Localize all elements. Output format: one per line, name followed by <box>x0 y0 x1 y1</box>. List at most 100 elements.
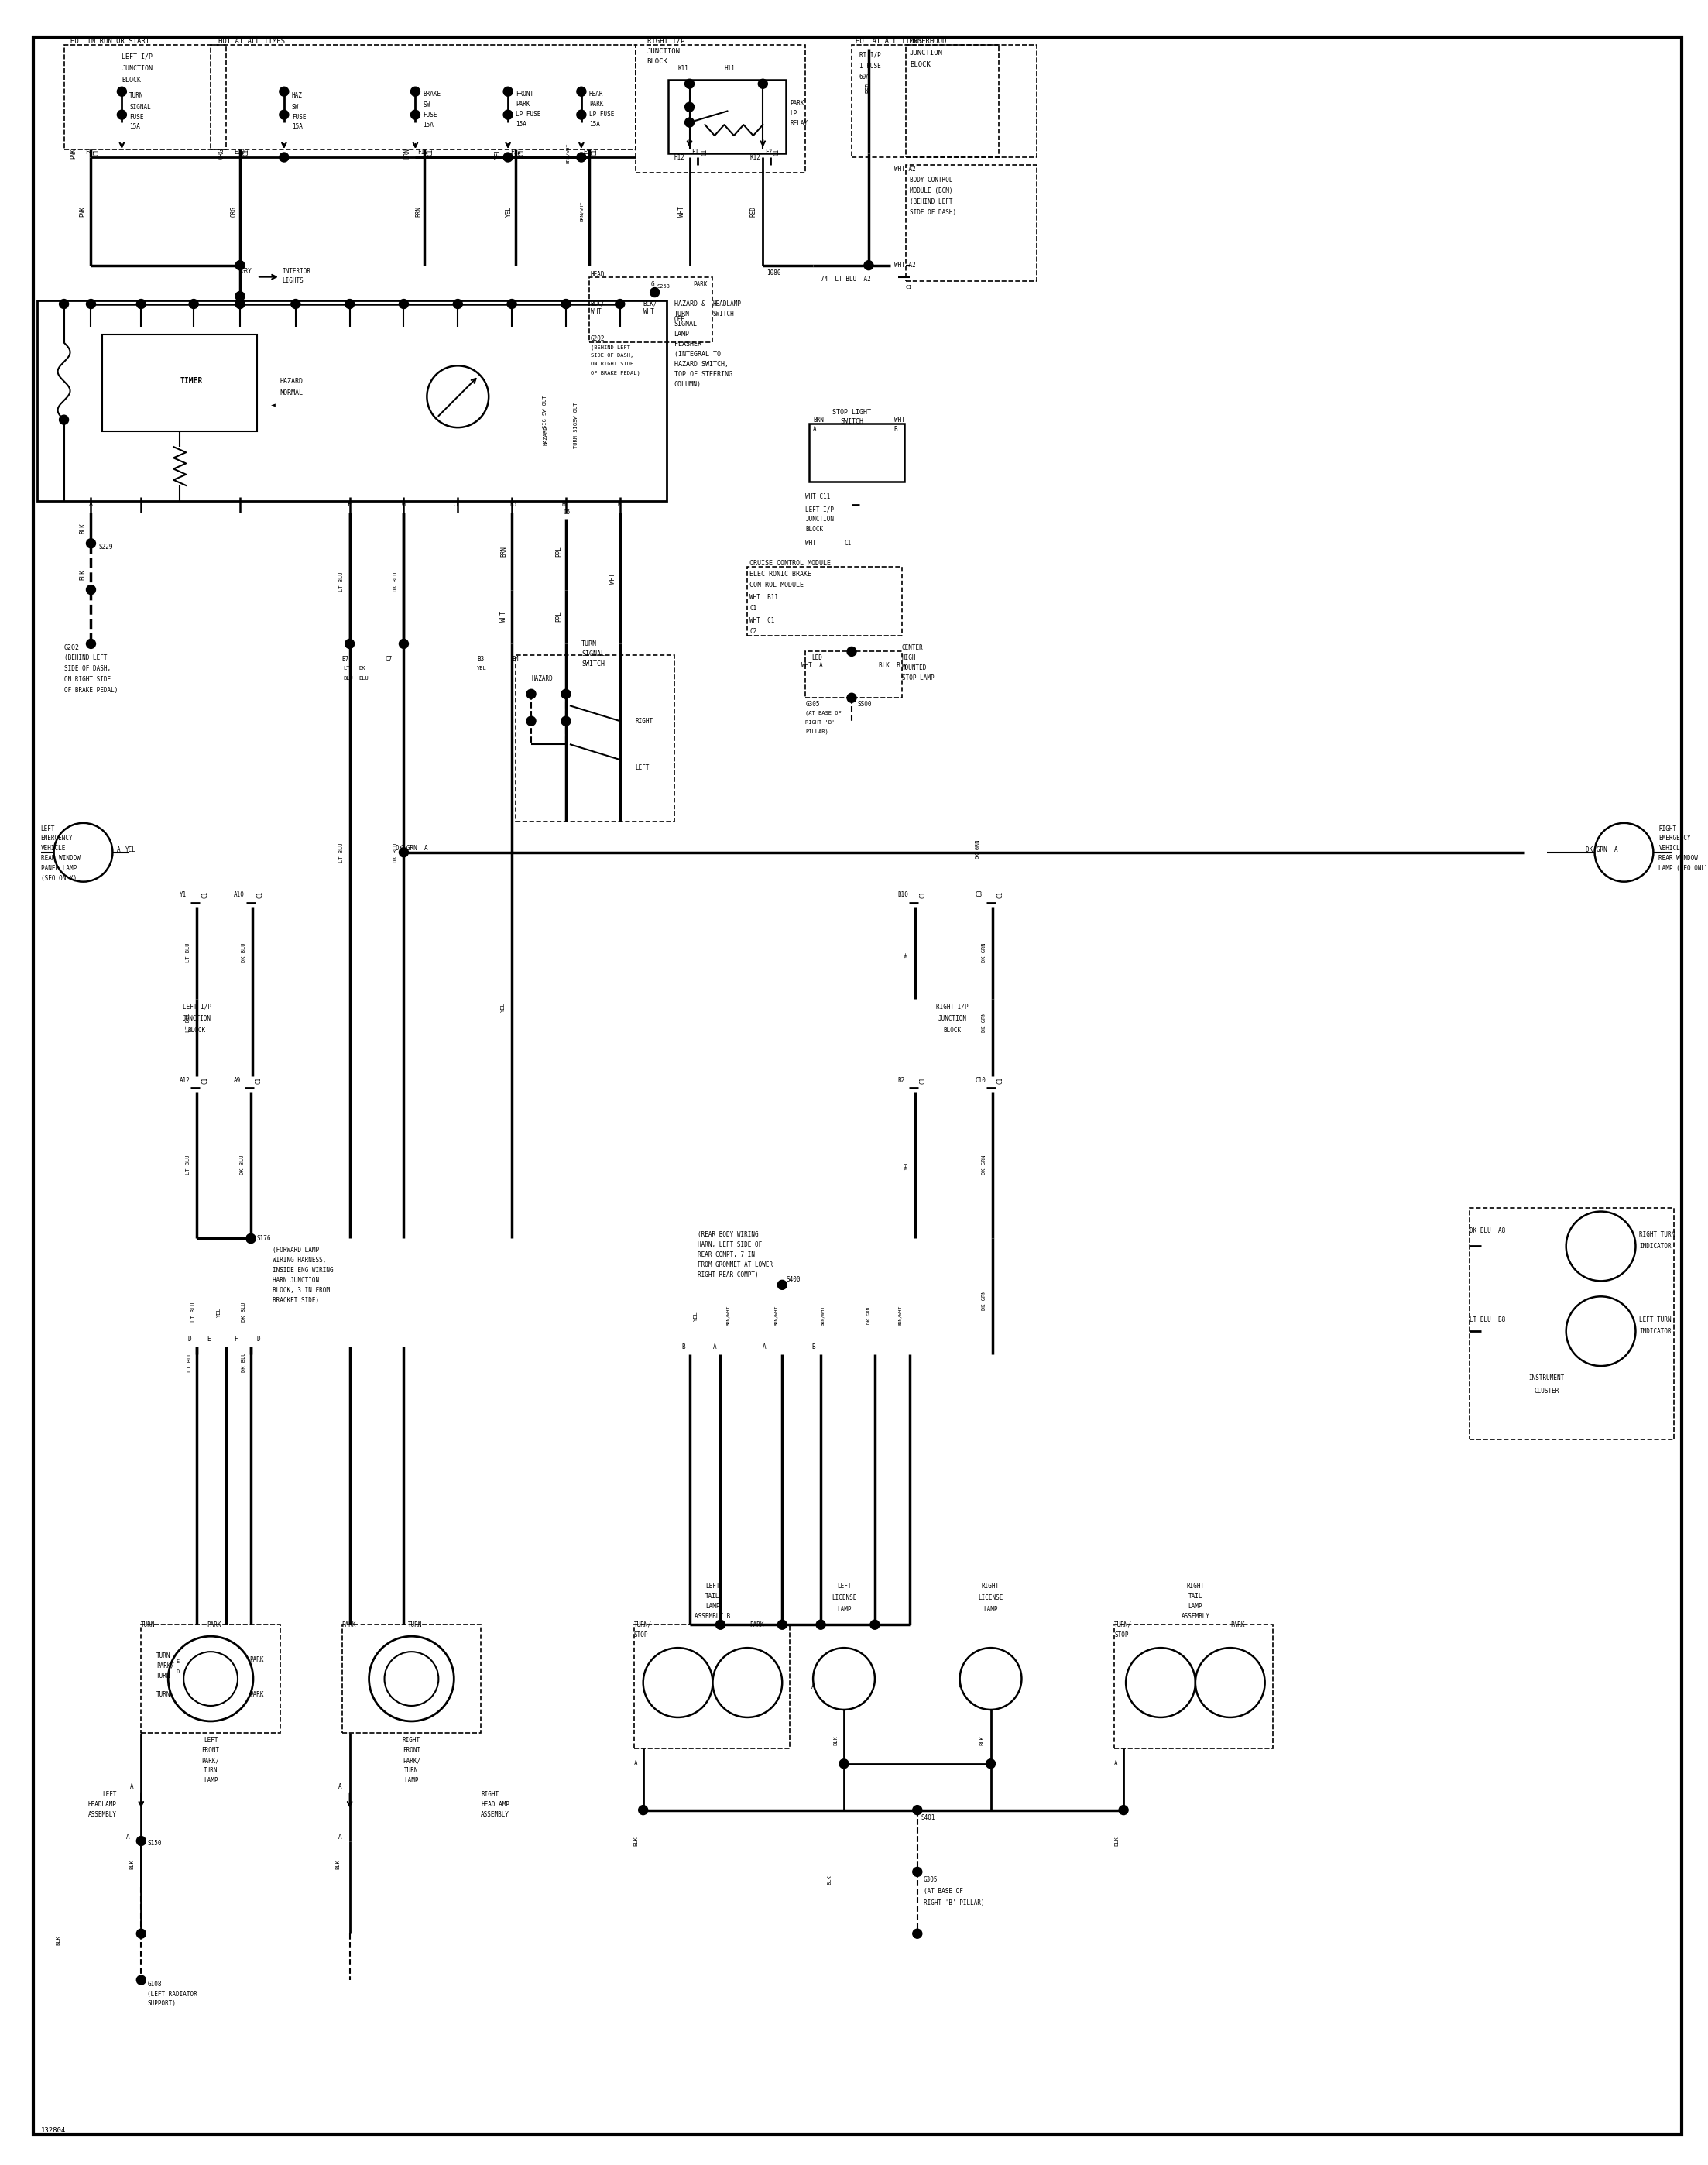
Text: LEFT: LEFT <box>203 1736 219 1745</box>
Text: BRN: BRN <box>415 206 422 217</box>
Text: SW: SW <box>292 104 299 110</box>
Text: B: B <box>681 1342 685 1351</box>
Text: INDICATOR: INDICATOR <box>1640 1243 1672 1249</box>
Text: LEFT: LEFT <box>41 825 55 834</box>
Bar <box>810 424 904 481</box>
Text: BRN: BRN <box>403 147 410 158</box>
Circle shape <box>87 639 96 650</box>
Text: STOP: STOP <box>1114 1630 1129 1639</box>
Text: MODULE (BCM): MODULE (BCM) <box>910 188 953 195</box>
Bar <box>1114 1624 1272 1749</box>
Text: BRN/WHT: BRN/WHT <box>565 143 570 165</box>
Text: LT BLU  B8: LT BLU B8 <box>1469 1316 1505 1323</box>
Text: VEHICLE: VEHICLE <box>41 844 67 853</box>
Text: TURN/: TURN/ <box>634 1622 652 1628</box>
Text: WIRING HARNESS,: WIRING HARNESS, <box>273 1256 326 1264</box>
Text: BRN/WHT: BRN/WHT <box>898 1305 902 1325</box>
Text: CENTER: CENTER <box>902 645 924 652</box>
Text: A: A <box>712 1342 716 1351</box>
Circle shape <box>685 117 693 128</box>
Text: LP: LP <box>789 110 798 117</box>
Text: FROM GROMMET AT LOWER: FROM GROMMET AT LOWER <box>697 1262 772 1269</box>
Circle shape <box>87 299 96 310</box>
Text: JUNCTION: JUNCTION <box>647 48 680 54</box>
Text: TAIL: TAIL <box>705 1593 719 1600</box>
Text: LAMP: LAMP <box>1189 1602 1202 1609</box>
Text: PPL: PPL <box>555 546 562 556</box>
Text: FLASHER: FLASHER <box>675 340 702 349</box>
Text: PNK: PNK <box>70 147 77 158</box>
Bar <box>210 45 635 149</box>
Circle shape <box>912 1806 922 1814</box>
Text: TURN: TURN <box>157 1652 171 1658</box>
Text: SUPPORT): SUPPORT) <box>147 2000 176 2007</box>
Text: LAMP: LAMP <box>837 1606 851 1613</box>
Circle shape <box>137 1974 145 1985</box>
Text: LIGHTS: LIGHTS <box>282 277 304 284</box>
Circle shape <box>1126 1648 1196 1717</box>
Text: RT I/P: RT I/P <box>859 52 881 58</box>
Text: DK BLU: DK BLU <box>241 1156 244 1176</box>
Text: H: H <box>562 502 565 509</box>
Text: (AT BASE OF: (AT BASE OF <box>924 1888 963 1894</box>
Circle shape <box>504 87 512 95</box>
Text: C1: C1 <box>774 147 781 156</box>
Circle shape <box>167 1637 253 1721</box>
Text: WHT A2: WHT A2 <box>895 262 915 268</box>
Text: S229: S229 <box>99 543 113 550</box>
Text: BRACKET SIDE): BRACKET SIDE) <box>273 1297 319 1303</box>
Text: A: A <box>811 1682 815 1691</box>
Text: BRN/WHT: BRN/WHT <box>822 1305 825 1325</box>
Text: B2: B2 <box>898 1076 905 1085</box>
Text: D: D <box>256 1336 261 1342</box>
Text: DK BLU: DK BLU <box>393 842 398 862</box>
Text: PARK: PARK <box>589 100 603 108</box>
Text: INSIDE ENG WIRING: INSIDE ENG WIRING <box>273 1267 333 1273</box>
Text: DK BLU: DK BLU <box>241 944 246 963</box>
Text: CRUISE CONTROL MODULE: CRUISE CONTROL MODULE <box>750 561 832 567</box>
Circle shape <box>577 152 586 162</box>
Circle shape <box>1119 1806 1129 1814</box>
Text: A: A <box>116 847 120 853</box>
Text: PARK: PARK <box>789 100 804 106</box>
Circle shape <box>986 1760 996 1769</box>
Text: C1: C1 <box>997 1076 1004 1085</box>
Text: HEAD: HEAD <box>591 271 605 277</box>
Bar <box>142 1624 280 1732</box>
Text: (SEO ONLY): (SEO ONLY) <box>41 875 77 881</box>
Text: DK.GRN: DK.GRN <box>975 838 980 857</box>
Text: DK BLU: DK BLU <box>393 572 398 591</box>
Text: B5: B5 <box>509 502 518 509</box>
Text: REAR: REAR <box>589 91 603 97</box>
Text: BLOCK: BLOCK <box>943 1026 962 1033</box>
Text: C1: C1 <box>700 147 709 156</box>
Text: JUNCTION: JUNCTION <box>121 65 152 71</box>
Text: LT BLU: LT BLU <box>338 842 343 862</box>
Text: YEL: YEL <box>126 847 137 853</box>
Text: BLK: BLK <box>834 1736 839 1745</box>
Text: HEADLAMP: HEADLAMP <box>482 1801 509 1808</box>
Circle shape <box>246 1234 256 1243</box>
Text: C1: C1 <box>202 1076 208 1085</box>
Text: BRN/WHT: BRN/WHT <box>579 201 584 221</box>
Text: SIG SW OUT: SIG SW OUT <box>543 396 547 429</box>
Text: TURN: TURN <box>675 310 690 318</box>
Text: STOP LIGHT: STOP LIGHT <box>832 409 871 416</box>
Text: C7: C7 <box>386 656 393 662</box>
Bar <box>905 45 1037 158</box>
Text: SW: SW <box>424 102 430 108</box>
Text: LEFT: LEFT <box>837 1583 851 1589</box>
Circle shape <box>960 1648 1021 1710</box>
Text: LICENSE: LICENSE <box>832 1593 856 1602</box>
Text: WHT  B11: WHT B11 <box>750 593 779 602</box>
Text: S176: S176 <box>256 1234 272 1243</box>
Text: (BEHIND LEFT: (BEHIND LEFT <box>63 654 108 660</box>
Text: F1: F1 <box>692 149 699 156</box>
Text: LEFT: LEFT <box>635 764 649 771</box>
Text: (AT BASE OF: (AT BASE OF <box>806 710 842 717</box>
Text: RIGHT: RIGHT <box>982 1583 999 1589</box>
Text: DK GRN: DK GRN <box>868 1308 871 1325</box>
Circle shape <box>562 688 570 699</box>
Text: A: A <box>634 1760 637 1767</box>
Text: (BEHIND LEFT: (BEHIND LEFT <box>591 344 630 351</box>
